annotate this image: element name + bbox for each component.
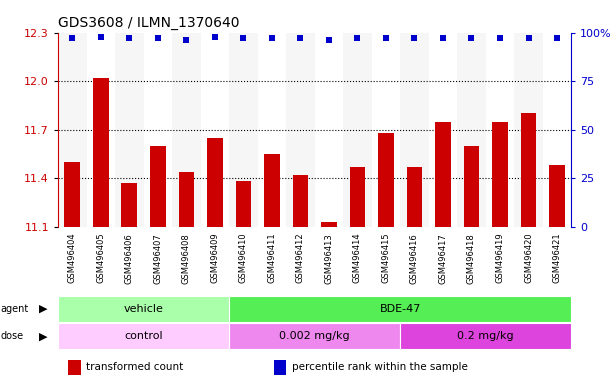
Text: transformed count: transformed count: [86, 362, 183, 372]
Bar: [407, 167, 422, 227]
Bar: [464, 146, 480, 227]
Bar: [514, 33, 543, 227]
Bar: [492, 121, 508, 227]
Bar: [58, 323, 229, 349]
Text: BDE-47: BDE-47: [379, 304, 421, 314]
Bar: [68, 360, 81, 375]
Bar: [229, 323, 400, 349]
Bar: [236, 181, 251, 227]
Bar: [321, 222, 337, 227]
Bar: [378, 133, 394, 227]
Bar: [229, 33, 258, 227]
Bar: [549, 165, 565, 227]
Text: percentile rank within the sample: percentile rank within the sample: [291, 362, 467, 372]
Bar: [264, 154, 280, 227]
Bar: [93, 78, 109, 227]
Text: vehicle: vehicle: [123, 304, 164, 314]
Text: agent: agent: [1, 304, 29, 314]
Bar: [343, 33, 371, 227]
Bar: [457, 33, 486, 227]
Bar: [58, 33, 87, 227]
Text: 0.2 mg/kg: 0.2 mg/kg: [458, 331, 514, 341]
Bar: [349, 167, 365, 227]
Bar: [293, 175, 309, 227]
Bar: [172, 33, 200, 227]
Bar: [58, 296, 229, 322]
Text: ▶: ▶: [38, 304, 47, 314]
Text: dose: dose: [1, 331, 24, 341]
Text: control: control: [124, 331, 163, 341]
Bar: [435, 121, 451, 227]
Bar: [286, 33, 315, 227]
Bar: [150, 146, 166, 227]
Text: ▶: ▶: [38, 331, 47, 341]
Bar: [229, 296, 571, 322]
Text: GDS3608 / ILMN_1370640: GDS3608 / ILMN_1370640: [58, 16, 240, 30]
Bar: [274, 360, 287, 375]
Bar: [207, 138, 223, 227]
Bar: [521, 113, 536, 227]
Bar: [400, 323, 571, 349]
Bar: [115, 33, 144, 227]
Bar: [400, 33, 429, 227]
Bar: [65, 162, 80, 227]
Text: 0.002 mg/kg: 0.002 mg/kg: [279, 331, 350, 341]
Bar: [178, 172, 194, 227]
Bar: [122, 183, 137, 227]
